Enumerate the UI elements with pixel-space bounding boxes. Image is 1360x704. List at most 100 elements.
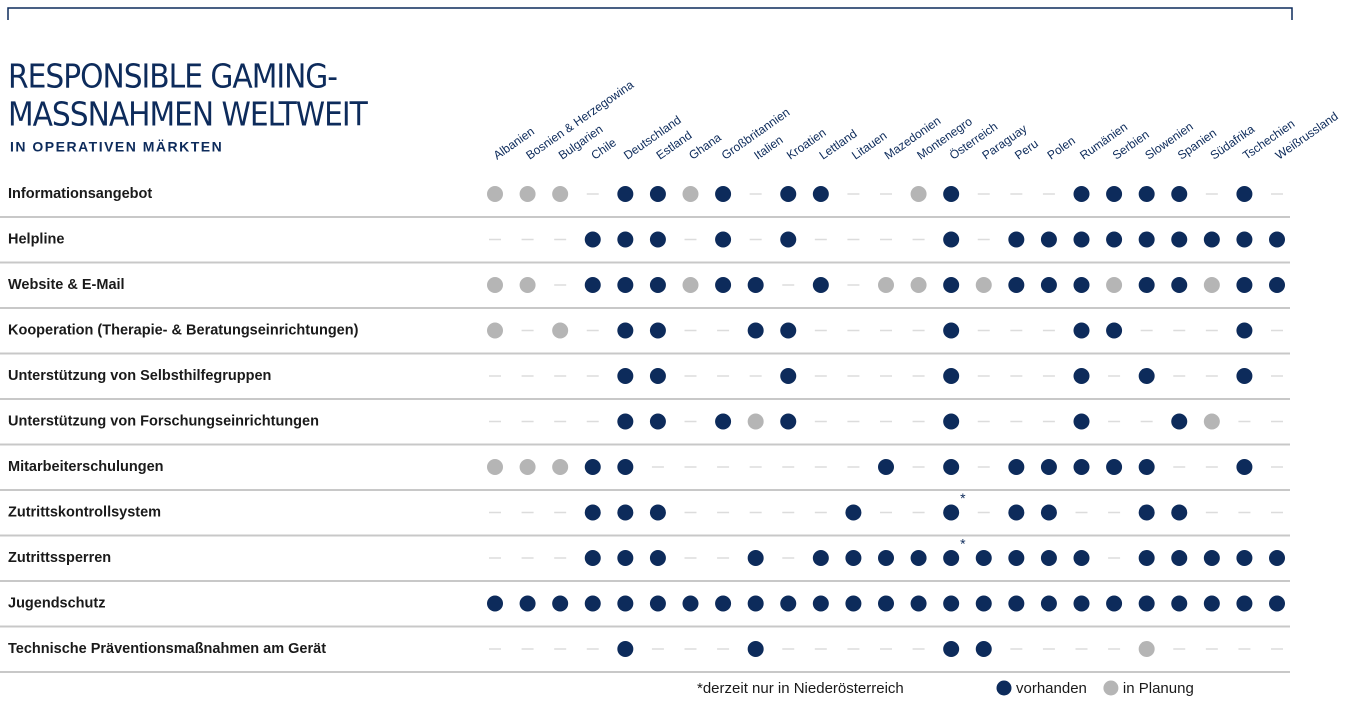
status-dot (1138, 459, 1155, 475)
status-dot (1138, 231, 1155, 248)
status-dot (519, 186, 536, 202)
status-dot (487, 186, 503, 202)
status-dot (1040, 504, 1057, 521)
row-label: Helpline (8, 231, 64, 247)
status-dot (1073, 459, 1090, 475)
status-dot (487, 322, 503, 339)
status-dot (1106, 595, 1123, 612)
status-dot (649, 368, 666, 384)
status-dot (584, 277, 601, 293)
status-dot (649, 413, 666, 430)
status-dot (878, 459, 894, 475)
status-dot (1073, 550, 1090, 566)
legend-label: vorhanden (1016, 680, 1087, 697)
row-label: Informationsangebot (8, 186, 152, 202)
title-line: RESPONSIBLE GAMING- (8, 57, 337, 96)
status-dot (845, 504, 862, 521)
status-dot (910, 277, 927, 293)
status-dot (617, 322, 634, 339)
status-dot (617, 186, 634, 202)
row-label: Unterstützung von Selbsthilfegruppen (8, 368, 271, 384)
status-dot (1008, 459, 1025, 475)
status-dot (584, 595, 601, 612)
status-dot (910, 595, 927, 612)
status-dot (780, 595, 797, 612)
status-dot (1106, 322, 1123, 339)
status-dot (943, 277, 960, 293)
status-dot (1040, 277, 1057, 293)
column-label: Polen (1045, 133, 1078, 162)
status-dot (649, 186, 666, 202)
status-dot (1138, 595, 1155, 612)
status-dot (1236, 277, 1253, 293)
status-dot (780, 368, 797, 384)
status-dot (812, 595, 829, 612)
column-label: Ghana (686, 130, 724, 162)
status-dot (1040, 550, 1057, 566)
row-label: Technische Präventionsmaßnahmen am Gerät (8, 641, 326, 657)
status-dot (747, 595, 764, 612)
status-dot (1269, 277, 1285, 293)
status-dot (487, 277, 503, 293)
status-dot (552, 595, 569, 612)
legend-label: in Planung (1123, 680, 1194, 697)
status-dot (1269, 595, 1285, 612)
status-dot (975, 277, 992, 293)
legend-dot (1103, 680, 1119, 696)
status-dot (552, 322, 569, 339)
status-dot (1236, 322, 1253, 339)
status-dot (910, 186, 927, 202)
status-dot (1236, 459, 1253, 475)
status-dot (1171, 595, 1188, 612)
status-dot (878, 595, 894, 612)
status-dot (1203, 550, 1220, 566)
status-dot (1171, 413, 1188, 430)
status-dot (552, 459, 569, 475)
status-dot (1269, 231, 1285, 248)
status-dot (943, 459, 960, 475)
status-dot (1236, 595, 1253, 612)
status-dot (617, 641, 634, 657)
status-dot (878, 277, 894, 293)
status-dot (1073, 277, 1090, 293)
status-dot (1138, 550, 1155, 566)
status-dot (780, 231, 797, 248)
status-dot (943, 504, 960, 521)
status-dot (1008, 550, 1025, 566)
status-dot (812, 186, 829, 202)
status-dot (617, 595, 634, 612)
status-dot (943, 550, 960, 566)
status-dot (943, 231, 960, 248)
row-label: Jugendschutz (8, 595, 105, 611)
status-dot (943, 322, 960, 339)
status-dot (1138, 641, 1155, 657)
status-dot (487, 595, 503, 612)
status-dot (845, 550, 862, 566)
status-dot (682, 186, 699, 202)
status-dot (1236, 550, 1253, 566)
status-dot (682, 277, 699, 293)
status-dot (519, 459, 536, 475)
status-dot (617, 277, 634, 293)
title-line: MASSNAHMEN WELTWEIT (8, 95, 369, 134)
status-dot (1138, 186, 1155, 202)
row-label: Zutrittssperren (8, 550, 111, 566)
row-label: Unterstützung von Forschungseinrichtunge… (8, 413, 319, 429)
status-dot (1203, 595, 1220, 612)
status-dot (747, 641, 764, 657)
status-dot (1073, 186, 1090, 202)
status-dot (1203, 231, 1220, 248)
status-dot (1138, 504, 1155, 521)
status-dot (1106, 277, 1123, 293)
footnote: *derzeit nur in Niederösterreich (697, 680, 904, 697)
row-label: Zutrittskontrollsystem (8, 504, 161, 520)
status-dot (1008, 595, 1025, 612)
status-dot (780, 322, 797, 339)
status-dot (715, 277, 732, 293)
status-dot (649, 277, 666, 293)
status-dot (1073, 413, 1090, 430)
status-dot (1106, 231, 1123, 248)
status-dot (943, 186, 960, 202)
status-dot (747, 413, 764, 430)
row-label: Kooperation (Therapie- & Beratungseinric… (8, 322, 359, 338)
